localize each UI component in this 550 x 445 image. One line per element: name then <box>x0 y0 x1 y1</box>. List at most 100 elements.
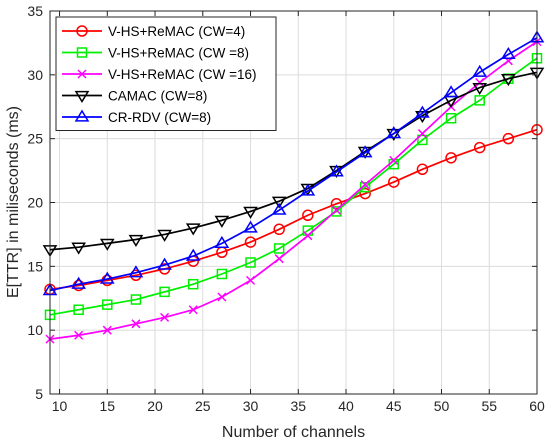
data-point <box>502 132 515 145</box>
x-tick-label: 30 <box>243 398 259 414</box>
data-point <box>386 126 402 139</box>
data-point <box>474 95 485 106</box>
data-point <box>131 319 141 329</box>
data-point <box>300 183 316 196</box>
x-tick-label: 50 <box>434 398 450 414</box>
data-point <box>357 145 373 158</box>
data-point <box>331 206 342 217</box>
data-point <box>273 243 285 254</box>
series-5 <box>42 30 545 296</box>
data-point <box>360 180 370 190</box>
data-point <box>416 163 429 176</box>
y-tick-label: 20 <box>27 195 43 211</box>
data-point <box>273 223 285 236</box>
data-point <box>157 257 172 270</box>
data-point <box>159 286 170 298</box>
data-point <box>501 74 516 87</box>
data-point <box>415 105 430 118</box>
data-point <box>329 164 344 177</box>
data-point <box>359 181 371 193</box>
data-point <box>445 112 457 124</box>
legend-label: V-HS+ReMAC (CW=4) <box>108 24 245 39</box>
data-point <box>99 238 115 251</box>
data-point <box>71 242 86 255</box>
data-point <box>185 223 201 236</box>
legend-label: CR-RDV (CW=8) <box>108 110 211 125</box>
data-point <box>330 198 343 210</box>
data-point <box>157 229 172 242</box>
data-point <box>99 271 115 284</box>
data-point <box>243 220 258 233</box>
legend-marker <box>74 109 90 122</box>
data-point <box>71 276 86 289</box>
data-point <box>187 278 199 290</box>
data-point <box>445 152 457 164</box>
data-point <box>302 209 314 222</box>
data-point <box>473 141 486 154</box>
data-point <box>245 275 256 285</box>
data-point <box>501 46 516 60</box>
data-point <box>443 85 459 98</box>
data-point <box>160 312 170 322</box>
x-tick-label: 55 <box>481 398 497 414</box>
legend-label: V-HS+ReMAC (CW =8) <box>108 46 249 61</box>
data-point <box>472 64 488 77</box>
data-point <box>214 215 230 228</box>
legend-marker <box>76 47 88 58</box>
legend-marker <box>74 90 90 103</box>
legend: V-HS+ReMAC (CW=4) V-HS+ReMAC (CW =8) V-HS+… <box>55 16 277 131</box>
legend-marker <box>76 25 88 37</box>
data-point <box>389 155 399 165</box>
data-point <box>388 176 400 188</box>
data-point <box>74 330 84 340</box>
x-tick-label: 10 <box>52 398 68 414</box>
x-axis-title: Number of channels <box>222 424 365 441</box>
series-line <box>49 40 538 340</box>
data-point <box>472 82 488 96</box>
data-point <box>243 206 258 219</box>
y-tick-label: 15 <box>27 258 43 274</box>
legend-item: CR-RDV (CW=8) <box>62 109 211 125</box>
y-tick-label: 30 <box>27 67 43 83</box>
data-point <box>417 134 428 146</box>
data-point <box>188 305 198 315</box>
axis-ticks: 10 15 20 25 30 35 40 45 50 55 60 5 10 15 20 25 30 35 <box>27 3 545 414</box>
x-tick-label: 35 <box>290 398 306 414</box>
y-tick-label: 35 <box>27 3 43 19</box>
data-point <box>102 325 112 335</box>
data-point <box>271 196 287 209</box>
data-point <box>331 205 342 215</box>
data-point <box>216 268 228 280</box>
x-tick-label: 45 <box>386 398 402 414</box>
x-tick-label: 15 <box>100 398 116 414</box>
data-point <box>245 257 256 268</box>
data-point <box>475 77 485 88</box>
data-point <box>130 294 142 305</box>
legend-item: V-HS+ReMAC (CW =8) <box>62 46 249 61</box>
data-point <box>271 202 287 215</box>
x-tick-label: 40 <box>338 398 354 414</box>
x-tick-label: 20 <box>147 398 163 414</box>
legend-item: CAMAC (CW=8) <box>62 89 207 104</box>
legend-label: V-HS+ReMAC (CW =16) <box>108 67 257 82</box>
data-point <box>128 234 144 247</box>
y-axis-title: E[TTR] in miliseconds (ms) <box>5 106 22 298</box>
legend-label: CAMAC (CW=8) <box>108 89 207 104</box>
series-3 <box>45 37 542 344</box>
legend-item: V-HS+ReMAC (CW=4) <box>62 24 245 39</box>
y-tick-label: 5 <box>35 386 43 402</box>
legend-marker <box>77 69 87 79</box>
data-point <box>73 304 84 315</box>
data-point <box>185 248 201 261</box>
data-point <box>102 299 113 310</box>
data-point <box>303 231 313 241</box>
y-tick-label: 25 <box>27 131 43 147</box>
data-point <box>217 292 227 302</box>
data-point <box>417 129 427 139</box>
x-tick-label: 25 <box>195 398 211 414</box>
data-point <box>214 235 230 249</box>
y-tick-label: 10 <box>27 322 43 338</box>
data-point <box>244 236 257 248</box>
